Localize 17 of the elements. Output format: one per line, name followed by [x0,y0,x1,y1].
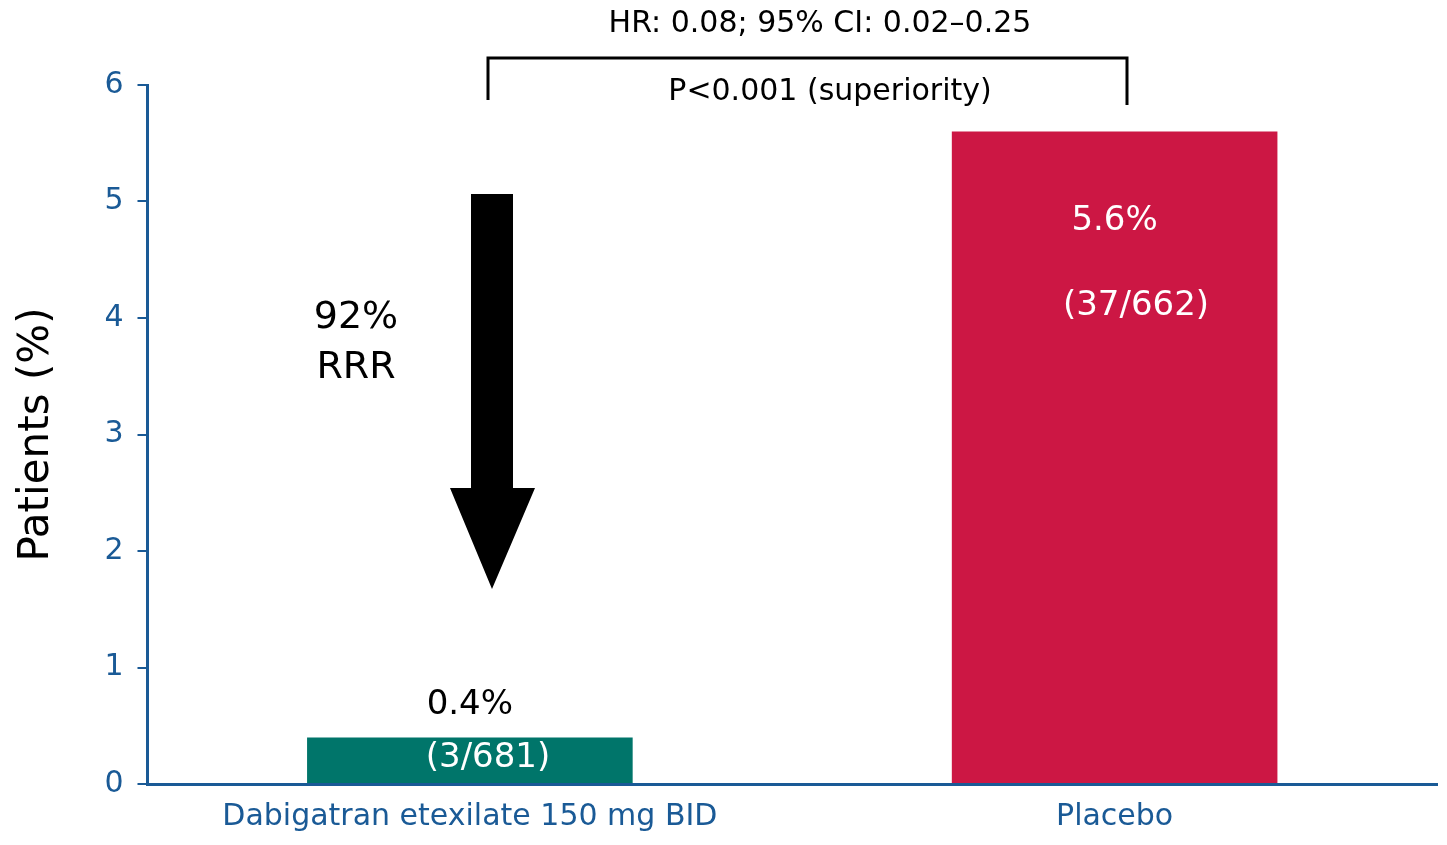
y-tick-label: 5 [104,181,124,217]
annotation: (37/662) [1062,282,1210,323]
annotation: P<0.001 (superiority) [668,71,992,107]
y-tick-label: 6 [104,64,124,100]
y-tick-label: 4 [104,297,124,333]
y-tick-label: 1 [104,647,124,683]
data-label: 0.4% [426,682,514,723]
x-tick-label: Dabigatran etexilate 150 mg BID [222,796,718,832]
text: HR: 0.08; 95% CI: 0.02–0.25 [608,3,1032,39]
y-tick-label: 3 [104,414,124,450]
y-tick-label: 0 [104,763,124,799]
data-label: 5.6% [1071,198,1158,239]
x-tick-label: Placebo [1056,796,1174,832]
annotation: 92% RRR [313,292,399,387]
y-axis-title: Patients (%) [9,307,59,562]
annotation: (3/681) [425,734,551,775]
y-tick-label: 2 [104,530,124,566]
